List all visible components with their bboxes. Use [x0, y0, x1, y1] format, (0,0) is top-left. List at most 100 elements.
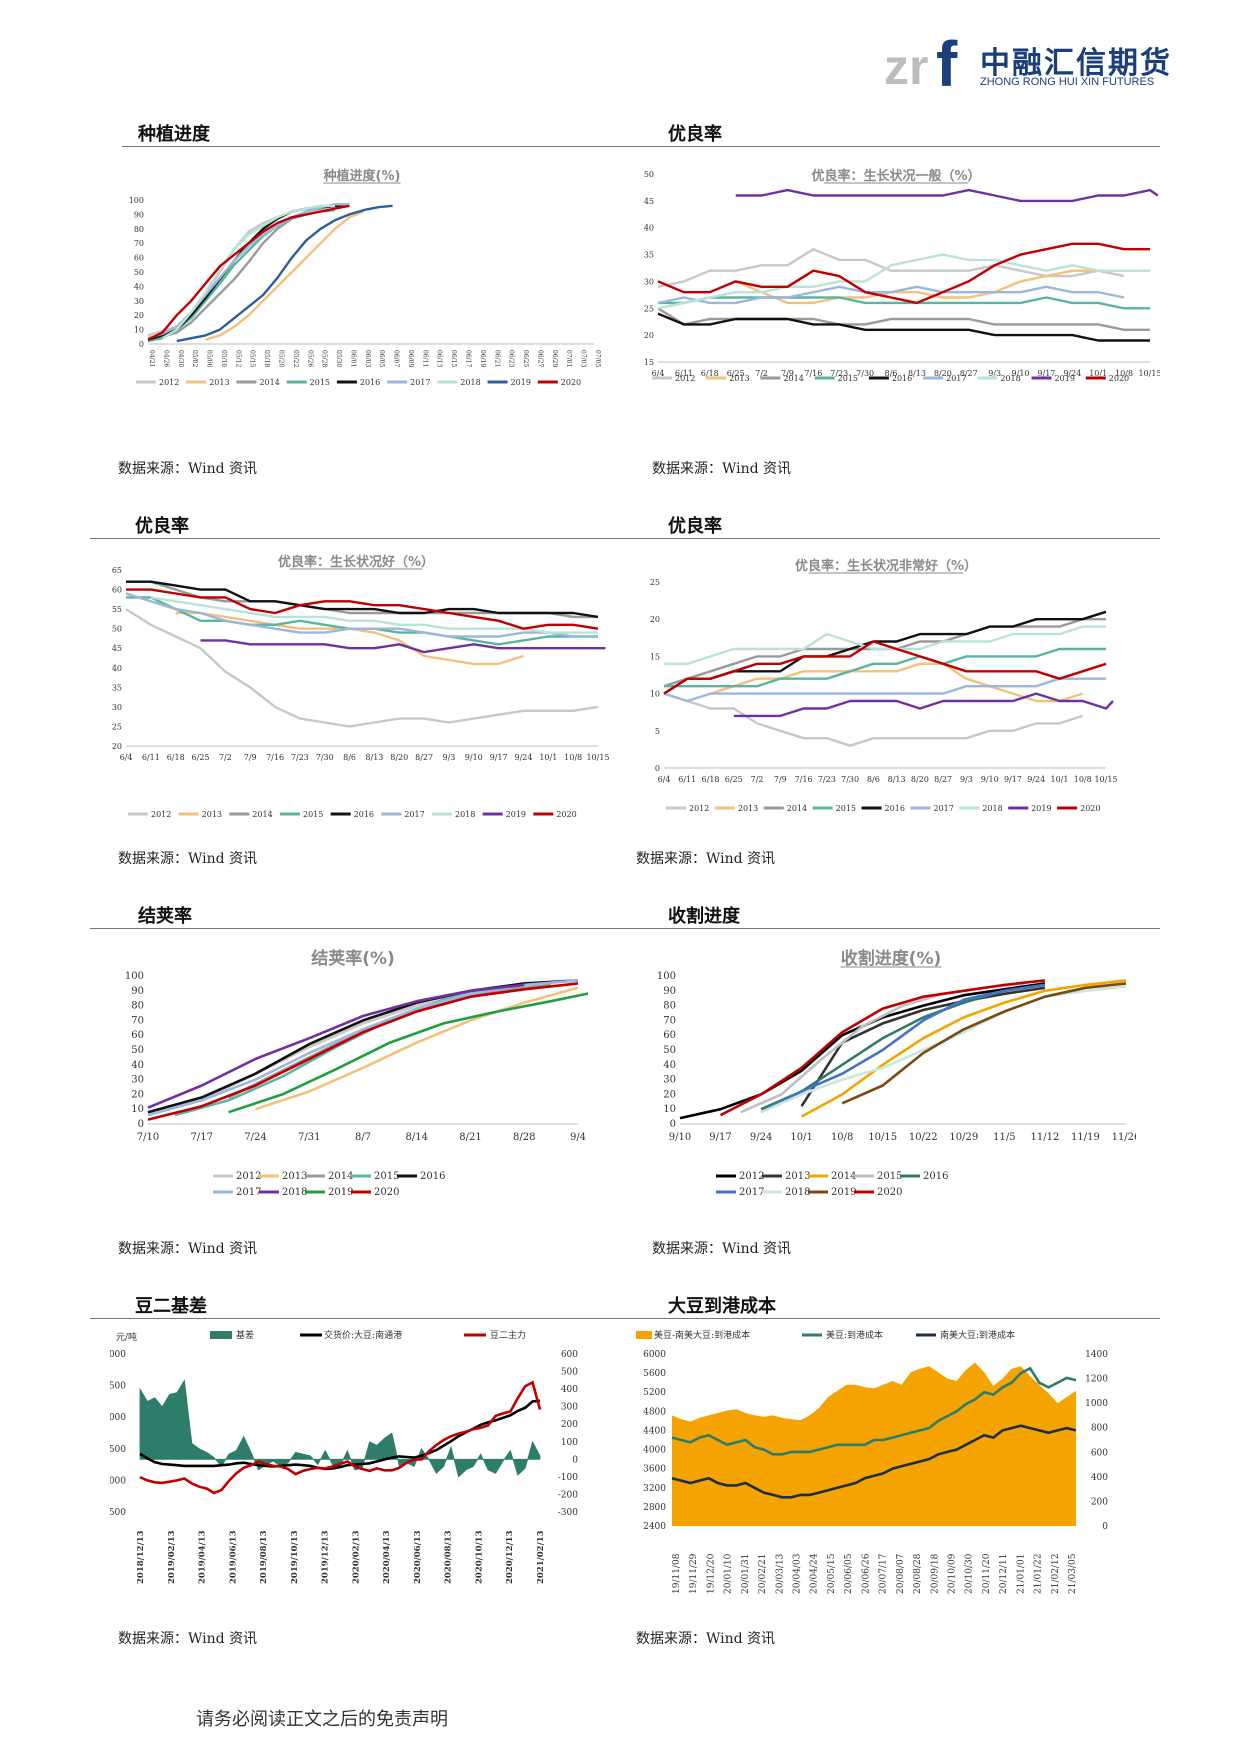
planting-chart: 种植进度(%) 0 10 20 30 40 50 60 70 80 90 100 04/21 04/26 0…: [122, 152, 602, 432]
x-tick-label: 7/31: [298, 1132, 320, 1143]
x-tick-label: 20/06/26: [861, 1553, 871, 1594]
legend-label: 2019: [328, 1187, 353, 1198]
chart-title: 优良率：生长状况一般（%）: [811, 168, 980, 184]
x-tick-label: 10/8: [564, 753, 582, 762]
x-tick-label: 06/13: [436, 350, 443, 367]
y-tick-label: 20: [134, 311, 144, 320]
y-tick-label: 70: [663, 1015, 676, 1026]
x-tick-label: 05/02: [191, 350, 198, 367]
y-tick-label: 80: [131, 1001, 144, 1012]
x-tick-label: 04/30: [177, 350, 184, 367]
legend-label: 2020: [374, 1187, 399, 1198]
y-tick-label-right: 1000: [1085, 1399, 1108, 1409]
series-line-2013: [735, 269, 1150, 305]
x-tick-label: 9/17: [1004, 775, 1022, 784]
y-tick-label-right: 300: [561, 1403, 578, 1413]
series-line-2017: [663, 677, 1106, 703]
x-tick-label: 20/04/03: [793, 1553, 803, 1594]
x-tick-label: 9/3: [988, 369, 1001, 378]
legend-label: 2013: [282, 1171, 307, 1182]
series-line-豆二主力: [139, 1380, 542, 1495]
x-tick-label: 9/10: [669, 1132, 691, 1143]
x-tick-label: 06/09: [407, 350, 414, 367]
x-tick-label: 6/11: [678, 775, 696, 784]
section-title-pod-rate: 结荚率: [138, 906, 192, 927]
x-tick-label: 2020/10/13: [474, 1530, 484, 1584]
y-tick-label-right: -300: [558, 1508, 578, 1518]
x-tick-label: 7/30: [856, 369, 874, 378]
x-tick-label: 05/15: [249, 350, 256, 367]
chart-svg: 优良率：生长状况非常好（%） 0 5 10 15 20 25 6/4 6/11 6/18 6/25 7…: [650, 558, 1118, 813]
y-tick-label: 10: [663, 1104, 676, 1115]
legend-label: 2016: [420, 1171, 445, 1182]
series-line-2016: [657, 312, 1150, 342]
series-line-2017: [147, 979, 579, 1117]
legend-label: 2016: [354, 810, 374, 819]
legend-label: 2012: [151, 810, 171, 819]
x-tick-label: 21/01/22: [1034, 1554, 1044, 1594]
legend-label: 2014: [252, 810, 272, 819]
legend-label: 2014: [787, 804, 807, 813]
x-tick-label: 06/03: [364, 350, 371, 367]
x-tick-label: 10/22: [909, 1132, 938, 1143]
data-source: 数据来源：Wind 资讯: [118, 1631, 258, 1647]
data-source: 数据来源：Wind 资讯: [652, 461, 792, 477]
x-tick-label: 2020/06/13: [413, 1530, 423, 1584]
x-tick-label: 20/04/24: [810, 1553, 820, 1594]
y-tick-label-right: 200: [561, 1420, 578, 1430]
y-tick-label: 80: [663, 1001, 676, 1012]
section-title-good-rate-good: 优良率: [135, 516, 189, 537]
x-tick-label: 9/10: [465, 753, 483, 762]
data-source: 数据来源：Wind 资讯: [118, 1241, 258, 1257]
svg-text:zr: zr: [884, 39, 928, 92]
y-tick-label: 65: [112, 566, 122, 575]
x-tick-label: 6/18: [702, 775, 720, 784]
legend-label: 2014: [831, 1171, 856, 1182]
series-line-2018: [147, 983, 525, 1109]
legend-label: 2019: [1055, 374, 1075, 383]
x-tick-label: 8/20: [390, 753, 408, 762]
legend-label: 2018: [460, 378, 480, 387]
x-tick-label: 20/11/20: [982, 1553, 992, 1594]
y-tick-label: 2800: [643, 1503, 666, 1513]
y-axis-unit: 元/吨: [116, 1331, 137, 1343]
y-tick-label: 90: [134, 210, 144, 219]
x-tick-label: 2021/02/13: [536, 1530, 546, 1584]
legend-label: 2012: [675, 374, 695, 383]
fair-condition-chart: 优良率：生长状况一般（%） 15 20 25 30 35 40 45 50 6/4 6/11 6/18…: [632, 152, 1160, 438]
series-line-2020: [719, 979, 1046, 1117]
legend-label: 2013: [785, 1171, 810, 1182]
x-tick-label: 05/10: [220, 350, 227, 367]
x-tick-label: 20/07/17: [879, 1553, 889, 1594]
legend-label: 基差: [236, 1329, 254, 1341]
series-line-南美大豆:到港成本: [671, 1424, 1077, 1499]
x-tick-label: 6/4: [652, 369, 665, 378]
legend-label: 2017: [410, 378, 430, 387]
x-tick-label: 7/23: [818, 775, 836, 784]
y-tick-label: 4400: [643, 1426, 666, 1436]
y-tick-label: 30: [134, 297, 144, 306]
series-line-2014: [800, 979, 1127, 1118]
x-tick-label: 8/13: [908, 369, 926, 378]
y-tick-label: 4500: [110, 1382, 126, 1392]
x-tick-label: 05/26: [306, 350, 313, 367]
x-tick-label: 07/05: [594, 350, 601, 367]
logo-english-name: ZHONG RONG HUI XIN FUTURES: [980, 76, 1155, 88]
series-line-2014: [663, 618, 1106, 688]
y-tick-label: 5: [655, 727, 660, 736]
section-title-harvest: 收割进度: [668, 906, 740, 927]
y-tick-label: 50: [644, 170, 654, 179]
x-tick-label: 10/15: [586, 753, 609, 762]
x-tick-label: 05/06: [206, 350, 213, 367]
y-tick-label: 60: [112, 586, 122, 595]
legend-label: 2012: [236, 1171, 261, 1182]
logo-chinese-name: 中融汇信期货: [980, 46, 1172, 81]
legend-swatch: [210, 1331, 232, 1339]
legend-label: 2015: [303, 810, 323, 819]
series-line-2013: [255, 986, 579, 1111]
section-divider: [90, 928, 1160, 929]
x-tick-label: 9/17: [490, 753, 508, 762]
x-tick-label: 10/1: [1089, 369, 1107, 378]
legend-label: 2013: [202, 810, 222, 819]
y-tick-label: 40: [134, 282, 144, 291]
